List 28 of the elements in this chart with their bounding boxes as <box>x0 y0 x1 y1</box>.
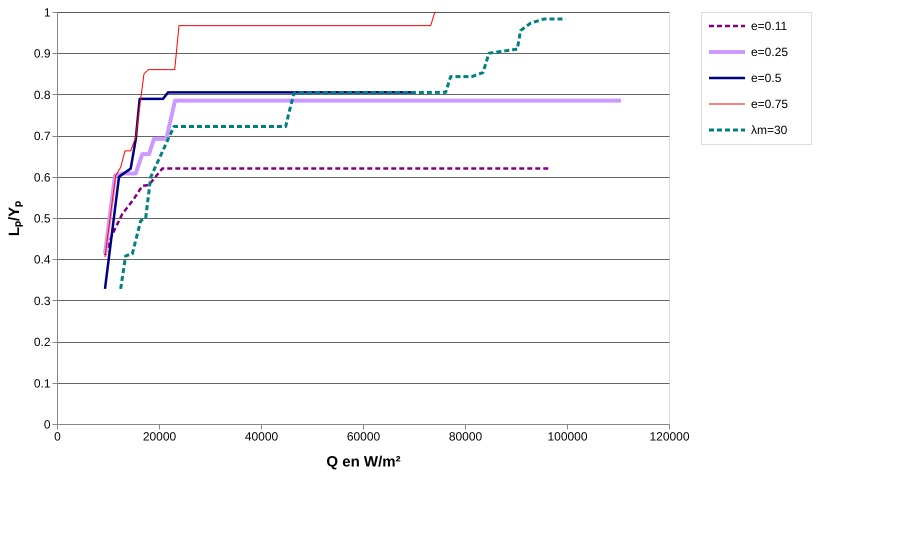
y-tick-label: 0.5 <box>34 212 51 226</box>
legend-label: e=0.75 <box>751 97 788 111</box>
x-tick-label: 100000 <box>547 430 588 444</box>
x-tick-label: 20000 <box>142 430 177 444</box>
y-tick-label: 0.1 <box>34 376 51 390</box>
y-tick-label: 0.3 <box>34 294 51 308</box>
x-tick-label: 80000 <box>448 430 483 444</box>
x-axis-title: Q en W/m² <box>326 454 401 470</box>
legend-label: e=0.5 <box>751 71 782 85</box>
y-tick-label: 0.2 <box>34 335 51 350</box>
y-tick-label: 0.6 <box>34 170 51 184</box>
y-tick-label: 0.7 <box>34 129 51 144</box>
y-tick-label: 0 <box>44 418 51 432</box>
legend-label: λm=30 <box>751 123 788 137</box>
x-tick-label: 120000 <box>649 430 690 444</box>
y-tick-label: 1 <box>44 6 51 20</box>
y-axis-title: Lₚ/Yₚ <box>6 200 23 236</box>
x-tick-label: 40000 <box>244 430 279 444</box>
y-tick-label: 0.4 <box>34 252 51 267</box>
x-tick-label: 60000 <box>346 430 381 444</box>
legend-label: e=0.25 <box>751 45 788 59</box>
line-series <box>104 167 550 256</box>
y-tick-label: 0.8 <box>34 88 51 102</box>
y-tick-label: 0.9 <box>34 46 51 61</box>
line-series <box>104 12 436 258</box>
legend-label: e=0.11 <box>751 19 788 33</box>
line-series <box>102 98 624 256</box>
x-tick-label: 0 <box>54 430 62 444</box>
